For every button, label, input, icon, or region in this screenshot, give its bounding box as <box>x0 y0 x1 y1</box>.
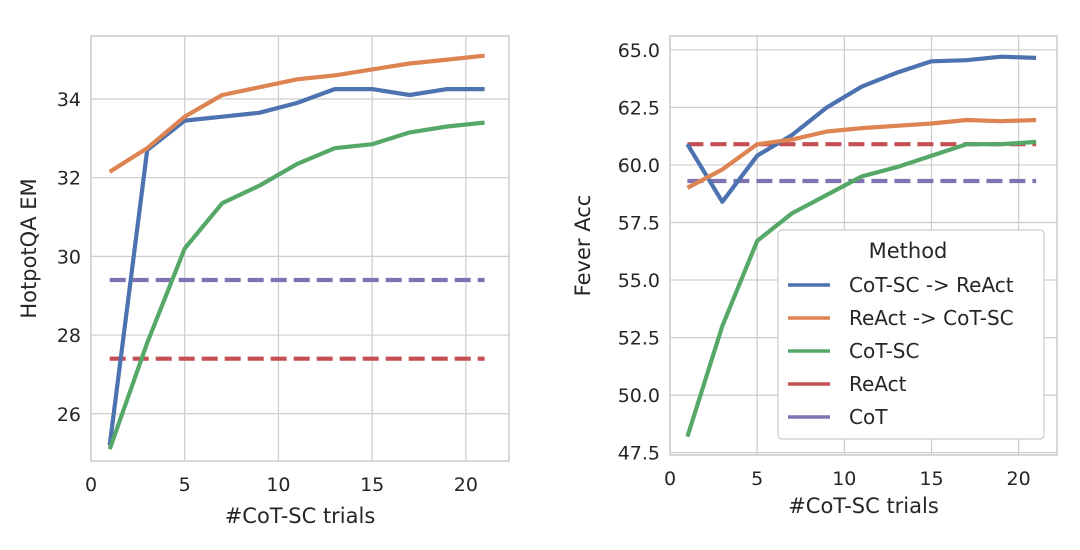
x-tick-label: 0 <box>664 468 676 490</box>
legend-label-cot-sc-react: CoT-SC -> ReAct <box>849 273 1014 297</box>
x-tick-label: 20 <box>454 474 478 496</box>
series-line-cot-sc <box>685 139 1037 438</box>
y-tick-label: 65.0 <box>618 40 660 62</box>
y-tick-label: 52.5 <box>618 328 660 350</box>
y-tick-label: 26 <box>57 404 81 426</box>
y-tick-label: 34 <box>57 89 81 111</box>
series-line-cot-sc <box>107 120 485 450</box>
y-axis-label: HotpotQA EM <box>17 178 41 318</box>
x-axis-label: #CoT-SC trials <box>788 494 939 518</box>
hotpotqa-chart: 0 5 10 15 20 26 28 30 32 34 #CoT-SC trials HotpotQA… <box>17 35 510 528</box>
x-tick-label: 10 <box>266 474 290 496</box>
legend-label-cot: CoT <box>849 405 888 429</box>
series-line-cot-sc-react <box>107 86 485 446</box>
y-tick-label: 60.0 <box>618 155 660 177</box>
legend-box <box>777 229 1045 440</box>
series-line-react-cot-sc <box>108 53 485 174</box>
legend-label-react-cot-sc: ReAct -> CoT-SC <box>849 306 1014 330</box>
x-tick-label: 10 <box>832 468 856 490</box>
legend-label-cot-sc: CoT-SC <box>849 339 919 363</box>
x-axis-label: #CoT-SC trials <box>225 504 376 528</box>
legend-title: Method <box>869 239 948 263</box>
legend: Method CoT-SC -> ReAct ReAct -> CoT-SC CoT-… <box>777 229 1045 440</box>
legend-label-react: ReAct <box>849 372 907 396</box>
y-tick-label: 30 <box>57 246 81 268</box>
x-tick-label: 20 <box>1007 468 1031 490</box>
y-tick-label: 32 <box>57 168 81 190</box>
series-line-react-cot-sc <box>686 117 1037 190</box>
y-tick-label: 55.0 <box>618 270 660 292</box>
y-tick-label: 28 <box>57 325 81 347</box>
y-tick-label: 50.0 <box>618 385 660 407</box>
y-tick-label: 62.5 <box>618 97 660 119</box>
plot-frame <box>90 35 510 462</box>
x-tick-label: 15 <box>360 474 384 496</box>
series-line-cot-sc-react <box>685 54 1037 204</box>
y-axis-label: Fever Acc <box>571 195 595 297</box>
y-tick-label: 57.5 <box>618 212 660 234</box>
plot-frame <box>669 35 1058 456</box>
x-tick-label: 15 <box>919 468 943 490</box>
fever-chart: 0 5 10 15 20 47.5 50.0 52.5 55.0 57.5 60.0 62.5 65.0… <box>571 35 1058 518</box>
x-tick-label: 5 <box>179 474 191 496</box>
x-tick-label: 0 <box>85 474 97 496</box>
x-tick-label: 5 <box>751 468 763 490</box>
y-tick-label: 47.5 <box>618 443 660 465</box>
